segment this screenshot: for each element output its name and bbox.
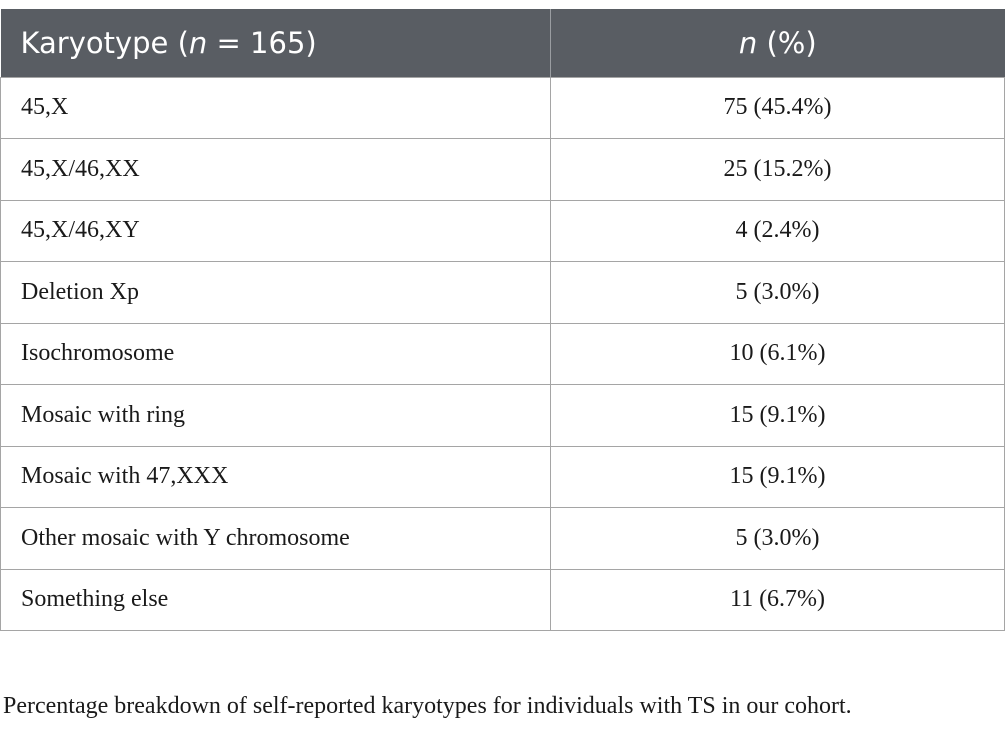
karyotype-cell: Mosaic with 47,XXX (0, 445, 551, 508)
header-karyotype-n: n (188, 25, 208, 60)
table-row: 45,X/46,XY 4 (2.4%) (0, 199, 1005, 262)
header-karyotype-prefix: Karyotype ( (20, 25, 189, 60)
table-row: 45,X/46,XX 25 (15.2%) (0, 138, 1005, 201)
count-cell: 10 (6.1%) (550, 322, 1005, 385)
karyotype-cell: 45,X/46,XX (0, 138, 551, 201)
table-row: Mosaic with 47,XXX 15 (9.1%) (0, 445, 1005, 508)
count-cell: 11 (6.7%) (550, 568, 1005, 631)
table-caption: Percentage breakdown of self-reported ka… (3, 693, 852, 719)
karyotype-cell: Something else (0, 568, 551, 631)
header-row: Karyotype (n = 165) n (%) (0, 9, 1005, 77)
header-karyotype: Karyotype (n = 165) (0, 9, 551, 77)
karyotype-cell: Mosaic with ring (0, 384, 551, 447)
karyotype-cell: 45,X (0, 76, 551, 139)
count-cell: 15 (9.1%) (550, 445, 1005, 508)
header-count-n: n (738, 25, 758, 60)
header-count-suffix: (%) (757, 25, 817, 60)
header-karyotype-suffix: = 165) (207, 25, 317, 60)
count-cell: 25 (15.2%) (550, 138, 1005, 201)
table-row: Isochromosome 10 (6.1%) (0, 322, 1005, 385)
table-row: 45,X 75 (45.4%) (0, 76, 1005, 139)
count-cell: 15 (9.1%) (550, 384, 1005, 447)
count-cell: 5 (3.0%) (550, 507, 1005, 570)
karyotype-table-container: Karyotype (n = 165) n (%) 45,X 75 (45.4%… (0, 9, 1005, 631)
karyotype-table: Karyotype (n = 165) n (%) 45,X 75 (45.4%… (0, 9, 1005, 631)
header-count: n (%) (551, 9, 1005, 77)
table-row: Deletion Xp 5 (3.0%) (0, 261, 1005, 324)
count-cell: 75 (45.4%) (550, 76, 1005, 139)
table-body: 45,X 75 (45.4%) 45,X/46,XX 25 (15.2%) 45… (0, 76, 1005, 631)
karyotype-cell: Deletion Xp (0, 261, 551, 324)
count-cell: 5 (3.0%) (550, 261, 1005, 324)
karyotype-cell: Isochromosome (0, 322, 551, 385)
karyotype-cell: 45,X/46,XY (0, 199, 551, 262)
karyotype-cell: Other mosaic with Y chromosome (0, 507, 551, 570)
table-row: Mosaic with ring 15 (9.1%) (0, 384, 1005, 447)
table-header: Karyotype (n = 165) n (%) (0, 9, 1005, 77)
count-cell: 4 (2.4%) (550, 199, 1005, 262)
table-row: Other mosaic with Y chromosome 5 (3.0%) (0, 507, 1005, 570)
table-row: Something else 11 (6.7%) (0, 568, 1005, 631)
